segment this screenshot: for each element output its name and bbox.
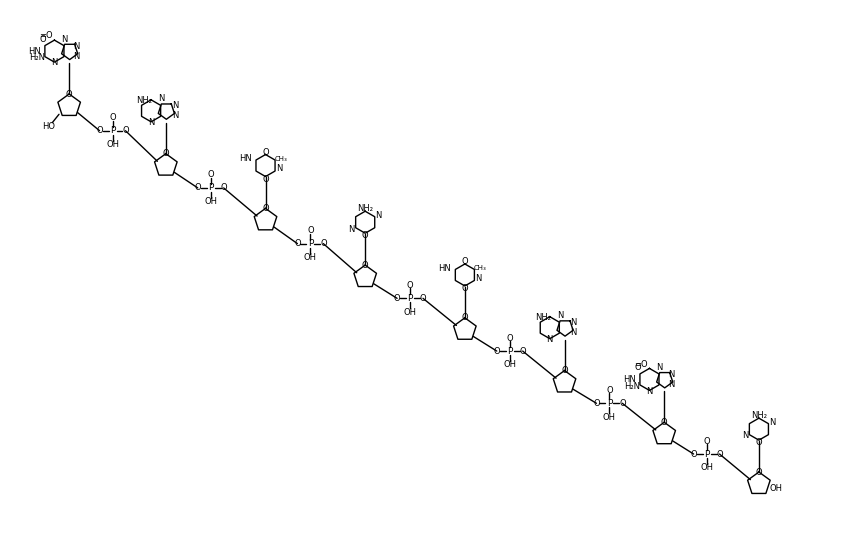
Text: N: N (547, 335, 553, 344)
Text: O: O (494, 347, 500, 356)
Text: O: O (461, 284, 468, 293)
Text: N: N (557, 311, 563, 320)
Text: O: O (420, 294, 427, 303)
Text: P: P (407, 294, 413, 303)
Text: N: N (148, 118, 154, 127)
Text: N: N (349, 225, 354, 233)
Text: N: N (668, 380, 675, 389)
Text: O: O (194, 184, 201, 193)
Text: O: O (756, 438, 762, 447)
Text: O: O (39, 35, 46, 44)
Text: H₂N: H₂N (624, 381, 640, 391)
Text: N: N (742, 431, 749, 440)
Text: OH: OH (503, 361, 516, 370)
Text: N: N (171, 111, 178, 120)
Text: N: N (158, 95, 165, 103)
Text: O: O (294, 239, 301, 248)
Text: O: O (690, 449, 697, 458)
Text: NH₂: NH₂ (750, 411, 767, 420)
Text: OH: OH (404, 308, 416, 317)
Text: N: N (73, 52, 80, 60)
Text: O: O (703, 437, 710, 446)
Text: P: P (704, 449, 709, 458)
Text: O: O (163, 149, 169, 158)
Text: O: O (393, 294, 400, 303)
Text: P: P (606, 399, 612, 408)
Text: N: N (376, 211, 382, 220)
Text: O: O (634, 363, 641, 372)
Text: O: O (97, 126, 103, 135)
Text: NH₂: NH₂ (137, 96, 153, 105)
Text: N: N (276, 164, 282, 173)
Text: OH: OH (204, 197, 217, 207)
Text: N: N (769, 418, 776, 427)
Text: =O: =O (634, 360, 648, 369)
Text: NH₂: NH₂ (357, 204, 373, 213)
Text: HN: HN (438, 264, 451, 273)
Text: =O: =O (39, 32, 53, 41)
Text: N: N (73, 42, 80, 50)
Text: O: O (593, 399, 600, 408)
Text: O: O (461, 257, 468, 266)
Text: HO: HO (42, 123, 55, 132)
Text: CH₃: CH₃ (474, 265, 487, 271)
Text: O: O (262, 174, 269, 184)
Text: HN: HN (28, 47, 41, 56)
Text: N: N (475, 274, 482, 283)
Text: OH: OH (106, 140, 119, 149)
Text: N: N (571, 318, 577, 327)
Text: O: O (756, 468, 762, 477)
Text: P: P (308, 239, 313, 248)
Text: O: O (66, 89, 72, 98)
Text: N: N (571, 328, 577, 337)
Text: O: O (320, 239, 326, 248)
Text: OH: OH (700, 463, 713, 472)
Text: P: P (507, 347, 512, 356)
Text: OH: OH (304, 253, 317, 262)
Text: O: O (109, 113, 116, 123)
Text: HN: HN (623, 375, 636, 384)
Text: N: N (51, 58, 58, 67)
Text: N: N (668, 370, 675, 379)
Text: OH: OH (769, 484, 783, 493)
Text: O: O (362, 261, 369, 270)
Text: N: N (171, 101, 178, 110)
Text: NH₂: NH₂ (535, 313, 551, 322)
Text: O: O (208, 171, 214, 179)
Text: O: O (717, 449, 722, 458)
Text: O: O (220, 184, 227, 193)
Text: O: O (561, 366, 568, 375)
Text: O: O (506, 334, 513, 342)
Text: HN: HN (239, 154, 252, 163)
Text: O: O (519, 347, 526, 356)
Text: CH₃: CH₃ (275, 156, 287, 162)
Text: O: O (461, 314, 468, 322)
Text: O: O (307, 226, 314, 235)
Text: O: O (619, 399, 626, 408)
Text: O: O (262, 204, 269, 213)
Text: N: N (646, 387, 653, 396)
Text: O: O (362, 231, 369, 240)
Text: O: O (407, 281, 413, 290)
Text: P: P (110, 126, 115, 135)
Text: OH: OH (603, 412, 616, 422)
Text: N: N (61, 35, 68, 44)
Text: O: O (122, 126, 129, 135)
Text: P: P (208, 184, 214, 193)
Text: O: O (262, 148, 269, 157)
Text: N: N (656, 363, 663, 372)
Text: H₂N: H₂N (30, 54, 46, 63)
Text: O: O (661, 418, 667, 427)
Text: O: O (606, 386, 613, 395)
